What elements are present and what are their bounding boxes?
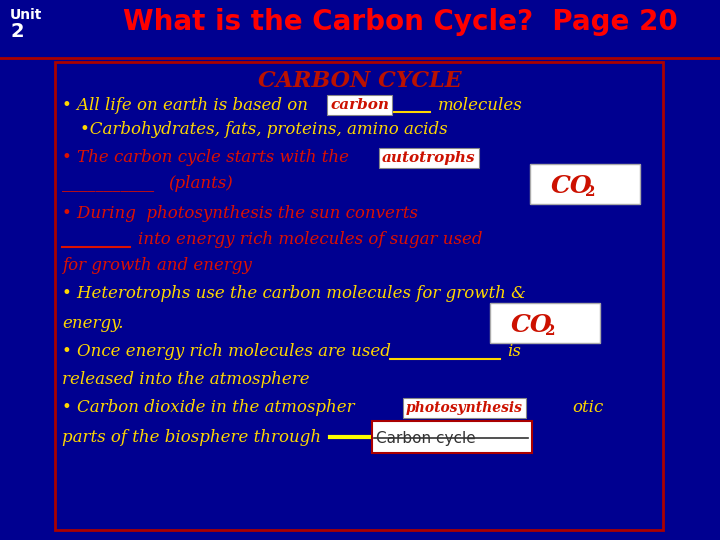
Text: energy.: energy. bbox=[62, 314, 124, 332]
Text: ________: ________ bbox=[62, 232, 129, 248]
Text: • Once energy rich molecules are used: • Once energy rich molecules are used bbox=[62, 343, 391, 361]
Text: parts of the biosphere through: parts of the biosphere through bbox=[62, 429, 321, 446]
Text: into energy rich molecules of sugar used: into energy rich molecules of sugar used bbox=[138, 232, 482, 248]
Text: autotrophs: autotrophs bbox=[382, 151, 476, 165]
Text: molecules: molecules bbox=[438, 97, 523, 113]
Text: 2: 2 bbox=[545, 324, 556, 338]
Text: carbon: carbon bbox=[330, 98, 389, 112]
Text: • All life on earth is based on: • All life on earth is based on bbox=[62, 97, 308, 113]
Text: 2: 2 bbox=[10, 22, 24, 41]
Text: (plants): (plants) bbox=[168, 176, 233, 192]
Text: Carbon cycle: Carbon cycle bbox=[376, 430, 476, 445]
FancyBboxPatch shape bbox=[55, 62, 663, 530]
Text: •Carbohydrates, fats, proteins, amino acids: •Carbohydrates, fats, proteins, amino ac… bbox=[80, 122, 448, 138]
Text: for growth and energy: for growth and energy bbox=[62, 258, 252, 274]
Text: 2: 2 bbox=[585, 185, 595, 199]
Text: • Carbon dioxide in the atmospher: • Carbon dioxide in the atmospher bbox=[62, 400, 355, 416]
Text: What is the Carbon Cycle?  Page 20: What is the Carbon Cycle? Page 20 bbox=[122, 8, 678, 36]
Text: Unit: Unit bbox=[10, 8, 42, 22]
Text: otic: otic bbox=[572, 400, 603, 416]
Text: is: is bbox=[507, 343, 521, 361]
Text: • Heterotrophs use the carbon molecules for growth &: • Heterotrophs use the carbon molecules … bbox=[62, 286, 526, 302]
Text: released into the atmosphere: released into the atmosphere bbox=[62, 370, 310, 388]
Text: ___________: ___________ bbox=[62, 176, 154, 192]
FancyBboxPatch shape bbox=[490, 303, 600, 343]
FancyBboxPatch shape bbox=[372, 421, 532, 453]
Text: • The carbon cycle starts with the: • The carbon cycle starts with the bbox=[62, 150, 349, 166]
Text: • During  photosynthesis the sun converts: • During photosynthesis the sun converts bbox=[62, 205, 418, 221]
Text: CO: CO bbox=[551, 174, 593, 198]
Text: photosynthesis: photosynthesis bbox=[406, 401, 523, 415]
Text: CO: CO bbox=[511, 313, 553, 337]
Text: CARBON CYCLE: CARBON CYCLE bbox=[258, 70, 462, 92]
FancyBboxPatch shape bbox=[530, 164, 640, 204]
